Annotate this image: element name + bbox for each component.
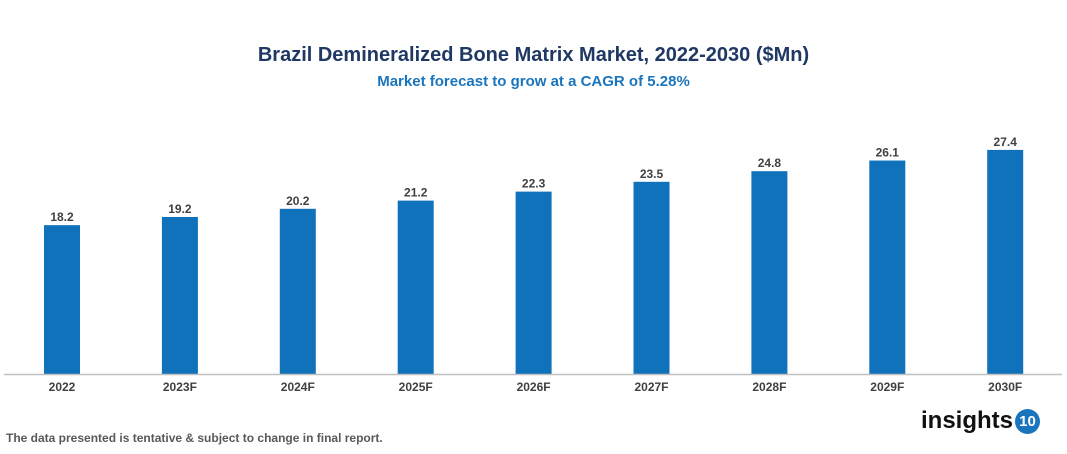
chart-subtitle: Market forecast to grow at a CAGR of 5.2… [377, 73, 690, 90]
bar-2023F [161, 216, 198, 374]
data-label: 20.2 [286, 194, 310, 208]
bar-2024F [279, 208, 316, 374]
x-tick-label: 2025F [399, 380, 433, 394]
x-tick-label: 2024F [281, 380, 315, 394]
bar-2022 [44, 225, 80, 374]
bar-2026F [515, 191, 552, 374]
data-label: 24.8 [758, 156, 782, 170]
logo-text: insights [921, 407, 1014, 434]
chart-title: Brazil Demineralized Bone Matrix Market,… [257, 44, 810, 66]
x-tick-label: 2022 [49, 380, 76, 394]
data-label: 23.5 [640, 167, 664, 181]
data-label: 22.3 [522, 177, 546, 191]
x-tick-label: 2030F [988, 380, 1022, 394]
data-label: 18.2 [50, 210, 74, 224]
bar-2025F [397, 200, 434, 374]
data-label: 26.1 [876, 146, 900, 160]
bar-2028F [751, 171, 788, 374]
x-tick-label: 2026F [517, 380, 551, 394]
x-tick-label: 2029F [870, 380, 904, 394]
data-label: 27.4 [994, 135, 1018, 149]
insights10-logo: insights 10 [921, 407, 1041, 435]
logo-badge: 10 [1015, 408, 1041, 434]
x-tick-label: 2028F [752, 380, 786, 394]
bar-2029F [869, 160, 906, 374]
x-tick-label: 2027F [634, 380, 668, 394]
x-tick-label: 2023F [163, 380, 197, 394]
bar-2030F [987, 149, 1024, 374]
bar-2027F [633, 181, 670, 374]
data-label: 21.2 [404, 186, 428, 200]
data-label: 19.2 [168, 202, 192, 216]
footnote: The data presented is tentative & subjec… [6, 431, 383, 445]
